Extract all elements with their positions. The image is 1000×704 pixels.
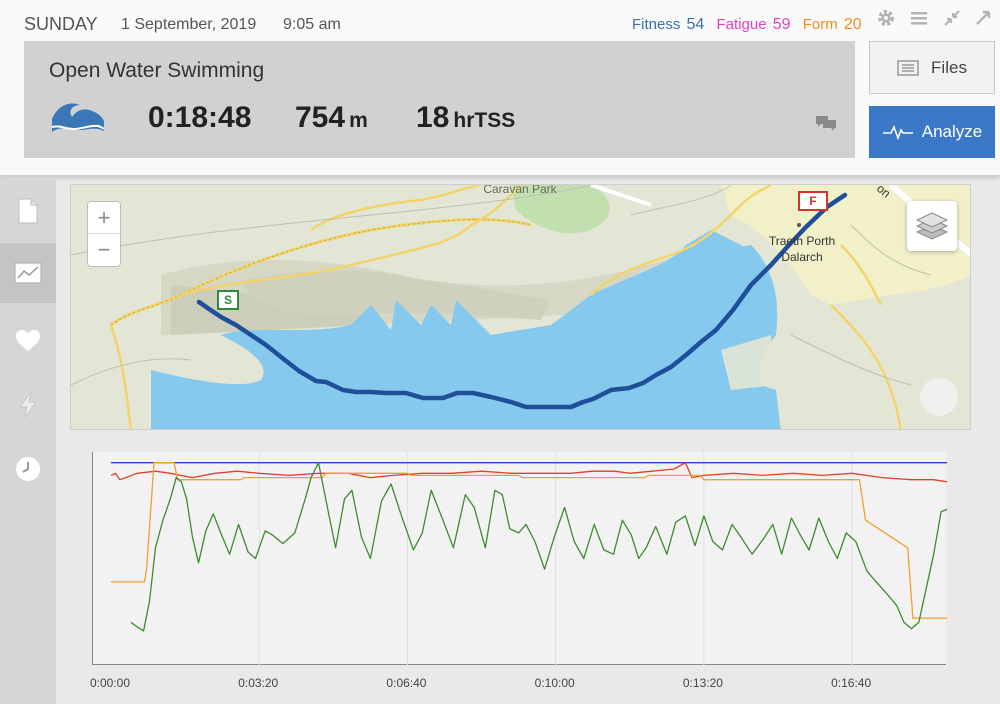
- distance-stat: 754 m: [295, 101, 368, 135]
- fitness-label: Fitness: [632, 16, 681, 33]
- expand-icon[interactable]: [973, 8, 993, 28]
- place-label-caravan: Caravan Park: [483, 184, 557, 196]
- fatigue-label: Fatigue: [716, 16, 767, 33]
- chart-x-tick-label: 0:06:40: [386, 676, 427, 690]
- chart-x-tick-label: 0:16:40: [831, 676, 872, 690]
- tss-unit: hrTSS: [453, 109, 516, 132]
- analyze-label: Analyze: [921, 122, 983, 141]
- zoom-out-button[interactable]: −: [97, 237, 111, 262]
- finish-flag-label: F: [809, 194, 817, 208]
- route-map[interactable]: Caravan Park Traeth Porth Dalarch on S F…: [70, 184, 971, 430]
- zoom-control: + −: [87, 201, 121, 267]
- sidebar-item-analysis[interactable]: [0, 243, 56, 303]
- activity-name[interactable]: Open Water Swimming: [49, 59, 265, 82]
- map-locate-button[interactable]: [920, 378, 958, 416]
- comments-icon[interactable]: [814, 114, 838, 132]
- chart-x-axis: 0:00:00 0:03:20 0:06:40 0:10:00 0:13:20 0:16:…: [0, 676, 1000, 692]
- sidebar-item-heart-rate[interactable]: [0, 311, 56, 371]
- form-label: Form: [802, 16, 838, 33]
- layers-button[interactable]: [907, 201, 957, 251]
- files-icon: [897, 59, 919, 76]
- sidebar-item-history[interactable]: [0, 439, 56, 499]
- heart-icon: [16, 330, 40, 351]
- chart-plot: [110, 452, 947, 665]
- pulse-icon: [882, 124, 913, 140]
- document-icon: [18, 198, 38, 224]
- chart-series-line-3: [130, 462, 947, 632]
- day-label: SUNDAY: [24, 14, 98, 34]
- distance-value: 754: [295, 101, 346, 134]
- chart-x-tick-label: 0:13:20: [682, 676, 723, 690]
- sidebar-item-power[interactable]: [0, 375, 56, 435]
- tss-stat: 18 hrTSS: [416, 101, 515, 135]
- time-label: 9:05 am: [283, 16, 341, 33]
- fitness-metrics: Fitness 54 Fatigue 59 Form 20: [632, 16, 864, 34]
- duration-value: 0:18:48: [148, 101, 252, 134]
- activity-summary: Open Water Swimming 0:18:48 754 m 18 hrTSS: [24, 41, 855, 158]
- date-label: 1 September, 2019: [121, 16, 257, 33]
- place-label-traeth: Traeth Porth Dalarch: [768, 234, 836, 264]
- start-flag-label: S: [223, 293, 232, 307]
- map-tiles: [71, 185, 970, 429]
- route-line: [196, 192, 848, 410]
- activity-header: SUNDAY 1 September, 2019 9:05 am Fitness…: [0, 0, 1000, 176]
- files-label: Files: [931, 57, 967, 77]
- activity-chart[interactable]: [92, 452, 947, 665]
- chart-x-tick-label: 0:00:00: [89, 676, 131, 690]
- chart-x-tick-label: 0:03:20: [238, 676, 279, 690]
- files-button[interactable]: Files: [869, 41, 995, 94]
- start-flag[interactable]: S: [217, 290, 239, 310]
- menu-icon[interactable]: [909, 8, 929, 28]
- layers-icon: [915, 212, 949, 240]
- tss-value: 18: [416, 101, 450, 134]
- chart-series-line-1: [110, 462, 947, 483]
- analyze-button[interactable]: Analyze: [869, 106, 995, 158]
- sidebar-item-summary[interactable]: [0, 181, 56, 241]
- collapse-icon[interactable]: [942, 8, 962, 28]
- chart-icon: [14, 262, 42, 284]
- distance-unit: m: [349, 109, 368, 132]
- chart-x-tick-label: 0:10:00: [534, 676, 575, 690]
- zoom-in-button[interactable]: +: [88, 202, 120, 234]
- sidebar: [0, 177, 56, 704]
- window-controls: [876, 8, 996, 28]
- form-value: 20: [843, 16, 862, 33]
- chart-series-line-2: [111, 462, 947, 619]
- lightning-icon: [19, 391, 37, 419]
- fitness-value: 54: [686, 16, 705, 33]
- finish-flag[interactable]: F: [798, 191, 828, 211]
- fatigue-value: 59: [772, 16, 791, 33]
- wave-icon: [51, 103, 105, 132]
- clock-icon: [16, 457, 40, 481]
- gear-icon[interactable]: [876, 8, 896, 28]
